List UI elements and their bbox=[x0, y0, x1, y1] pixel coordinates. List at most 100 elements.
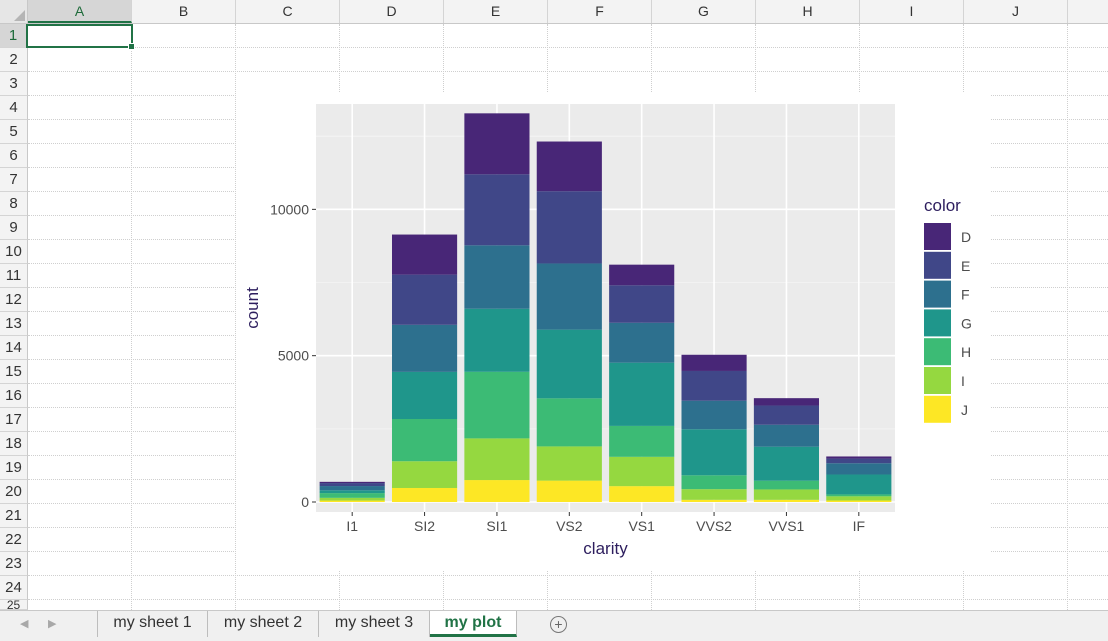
bar-segment-vvs2-g bbox=[681, 429, 747, 476]
x-tick-label: SI2 bbox=[414, 518, 435, 534]
grid-line bbox=[28, 599, 1108, 600]
row-header-5[interactable]: 5 bbox=[0, 120, 28, 144]
bar-segment-i1-h bbox=[319, 493, 385, 498]
bar-segment-vs1-h bbox=[609, 425, 675, 457]
bar-segment-vvs1-f bbox=[753, 424, 820, 447]
bar-segment-si1-d bbox=[464, 113, 530, 175]
x-tick-label: VS2 bbox=[556, 518, 583, 534]
row-header-18[interactable]: 18 bbox=[0, 432, 28, 456]
row-header-24[interactable]: 24 bbox=[0, 576, 28, 600]
tab-my-sheet-2[interactable]: my sheet 2 bbox=[208, 611, 319, 637]
column-header-a[interactable]: A bbox=[28, 0, 132, 23]
y-tick-label: 5000 bbox=[278, 348, 309, 364]
embedded-plot[interactable]: 0 5000 10000 I1 SI2 SI1 VS2 VS1 VVS2 VVS1 IF clarit… bbox=[236, 92, 991, 570]
bar-segment-vs1-d bbox=[609, 264, 675, 286]
row-header-23[interactable]: 23 bbox=[0, 552, 28, 576]
bar-segment-si2-j bbox=[391, 487, 458, 502]
grid-line bbox=[28, 575, 1108, 576]
y-tick-label: 0 bbox=[301, 494, 309, 510]
bar-segment-vvs1-i bbox=[753, 489, 820, 500]
plus-circle-icon[interactable]: + bbox=[550, 616, 567, 633]
column-header-c[interactable]: C bbox=[236, 0, 340, 23]
sheet-tab-bar: ◀ ▶ my sheet 1 my sheet 2 my sheet 3 my … bbox=[0, 610, 1108, 641]
row-header-14[interactable]: 14 bbox=[0, 336, 28, 360]
column-header-i[interactable]: I bbox=[860, 0, 964, 23]
bar-segment-vvs2-h bbox=[681, 475, 747, 490]
bar-segment-i1-i bbox=[319, 497, 385, 501]
row-header-16[interactable]: 16 bbox=[0, 384, 28, 408]
legend-swatch-i bbox=[924, 367, 951, 394]
tab-my-sheet-3[interactable]: my sheet 3 bbox=[319, 611, 430, 637]
bar-segment-if-f bbox=[826, 463, 892, 475]
row-header-7[interactable]: 7 bbox=[0, 168, 28, 192]
row-header-3[interactable]: 3 bbox=[0, 72, 28, 96]
bar-segment-si2-f bbox=[391, 324, 458, 372]
bar-segment-vs1-f bbox=[609, 322, 675, 363]
row-header-21[interactable]: 21 bbox=[0, 504, 28, 528]
bar-segment-if-g bbox=[826, 474, 892, 495]
bar-segment-vvs1-e bbox=[753, 405, 820, 425]
bar-segment-si2-h bbox=[391, 419, 458, 462]
bar-segment-si1-h bbox=[464, 371, 530, 439]
legend-label-e: E bbox=[961, 258, 970, 274]
row-header-20[interactable]: 20 bbox=[0, 480, 28, 504]
bar-segment-vvs2-d bbox=[681, 354, 747, 371]
bar-segment-vs2-f bbox=[536, 263, 602, 330]
row-header-25[interactable]: 25 bbox=[0, 600, 28, 610]
y-tick-label: 10000 bbox=[270, 201, 309, 217]
legend-swatch-h bbox=[924, 338, 951, 366]
column-header-e[interactable]: E bbox=[444, 0, 548, 23]
row-header-9[interactable]: 9 bbox=[0, 216, 28, 240]
row-header-19[interactable]: 19 bbox=[0, 456, 28, 480]
fill-handle[interactable] bbox=[128, 43, 135, 50]
row-header-15[interactable]: 15 bbox=[0, 360, 28, 384]
column-header-g[interactable]: G bbox=[652, 0, 756, 23]
grid-line bbox=[1067, 24, 1068, 610]
row-header-11[interactable]: 11 bbox=[0, 264, 28, 288]
bar-segment-vvs1-g bbox=[753, 446, 820, 481]
bar-segment-vvs1-h bbox=[753, 480, 820, 490]
bar-segment-si2-d bbox=[391, 234, 458, 275]
column-header-j[interactable]: J bbox=[964, 0, 1068, 23]
column-header-f[interactable]: F bbox=[548, 0, 652, 23]
bar-segment-vvs2-j bbox=[681, 499, 747, 502]
row-header-22[interactable]: 22 bbox=[0, 528, 28, 552]
bar-segment-vs2-h bbox=[536, 398, 602, 447]
column-header-b[interactable]: B bbox=[132, 0, 236, 23]
triangle-left-icon[interactable]: ◀ bbox=[20, 618, 29, 630]
triangle-right-icon[interactable]: ▶ bbox=[48, 618, 57, 630]
legend-label-i: I bbox=[961, 373, 965, 389]
bar-segment-i1-j bbox=[319, 500, 385, 502]
bar-segment-i1-d bbox=[319, 481, 385, 484]
legend-label-d: D bbox=[961, 229, 971, 245]
column-header-bar: A B C D E F G H I J bbox=[0, 0, 1108, 24]
column-header-d[interactable]: D bbox=[340, 0, 444, 23]
bar-segment-vs1-i bbox=[609, 456, 675, 487]
select-all-button[interactable] bbox=[0, 0, 28, 23]
column-header-h[interactable]: H bbox=[756, 0, 860, 23]
x-tick-label: VVS2 bbox=[696, 518, 732, 534]
bar-segment-vs2-d bbox=[536, 141, 602, 192]
bar-segment-vvs2-e bbox=[681, 370, 747, 401]
tab-my-plot[interactable]: my plot bbox=[430, 611, 517, 637]
bar-segment-si1-f bbox=[464, 245, 530, 309]
row-header-4[interactable]: 4 bbox=[0, 96, 28, 120]
bar-segment-vs2-i bbox=[536, 446, 602, 481]
x-tick-label: IF bbox=[853, 518, 865, 534]
select-all-triangle-icon bbox=[14, 10, 25, 21]
row-header-8[interactable]: 8 bbox=[0, 192, 28, 216]
active-cell-a1[interactable] bbox=[26, 24, 135, 50]
tab-my-sheet-1[interactable]: my sheet 1 bbox=[97, 611, 208, 637]
grid-line bbox=[235, 24, 236, 610]
row-header-12[interactable]: 12 bbox=[0, 288, 28, 312]
bar-segment-vs2-g bbox=[536, 329, 602, 399]
legend-swatch-f bbox=[924, 280, 951, 308]
row-header-17[interactable]: 17 bbox=[0, 408, 28, 432]
row-header-13[interactable]: 13 bbox=[0, 312, 28, 336]
row-header-6[interactable]: 6 bbox=[0, 144, 28, 168]
x-tick-label: VVS1 bbox=[769, 518, 805, 534]
row-header-10[interactable]: 10 bbox=[0, 240, 28, 264]
row-header-2[interactable]: 2 bbox=[0, 48, 28, 72]
row-header-1[interactable]: 1 bbox=[0, 24, 28, 48]
